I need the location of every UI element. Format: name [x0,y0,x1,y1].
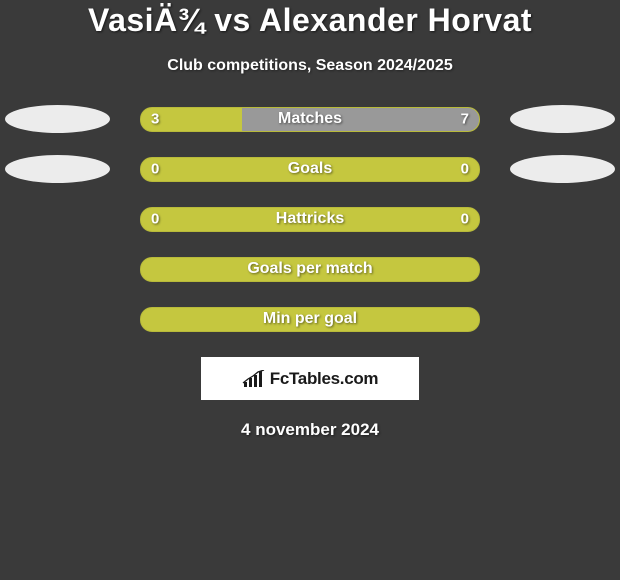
right-ellipse [510,155,615,183]
stat-bar: 0 Hattricks 0 [140,207,480,232]
right-ellipse [510,105,615,133]
stat-right-value: 0 [461,211,469,228]
stat-right-value: 7 [461,111,469,128]
stat-bar: 3 Matches 7 [140,107,480,132]
page-title: VasiÄ¾ vs Alexander Horvat [88,2,532,39]
date-text: 4 november 2024 [241,420,379,440]
logo-box: FcTables.com [201,357,419,400]
stat-bar: Goals per match [140,257,480,282]
stat-label: Goals [288,160,332,178]
stat-bar: 0 Goals 0 [140,157,480,182]
stat-label: Matches [278,110,342,128]
subtitle: Club competitions, Season 2024/2025 [167,57,452,75]
stat-row-min-per-goal: Min per goal [0,305,620,333]
stat-label: Goals per match [247,260,372,278]
chart-icon [242,370,266,388]
stat-left-value: 0 [151,211,159,228]
stat-row-hattricks: 0 Hattricks 0 [0,205,620,233]
stat-label: Min per goal [263,310,357,328]
stat-row-goals: 0 Goals 0 [0,155,620,183]
logo-text: FcTables.com [270,369,379,389]
stat-row-goals-per-match: Goals per match [0,255,620,283]
stat-left-value: 3 [151,111,159,128]
left-ellipse [5,105,110,133]
stat-bar: Min per goal [140,307,480,332]
left-ellipse [5,155,110,183]
stat-right-value: 0 [461,161,469,178]
stat-row-matches: 3 Matches 7 [0,105,620,133]
stat-label: Hattricks [276,210,344,228]
stat-left-value: 0 [151,161,159,178]
